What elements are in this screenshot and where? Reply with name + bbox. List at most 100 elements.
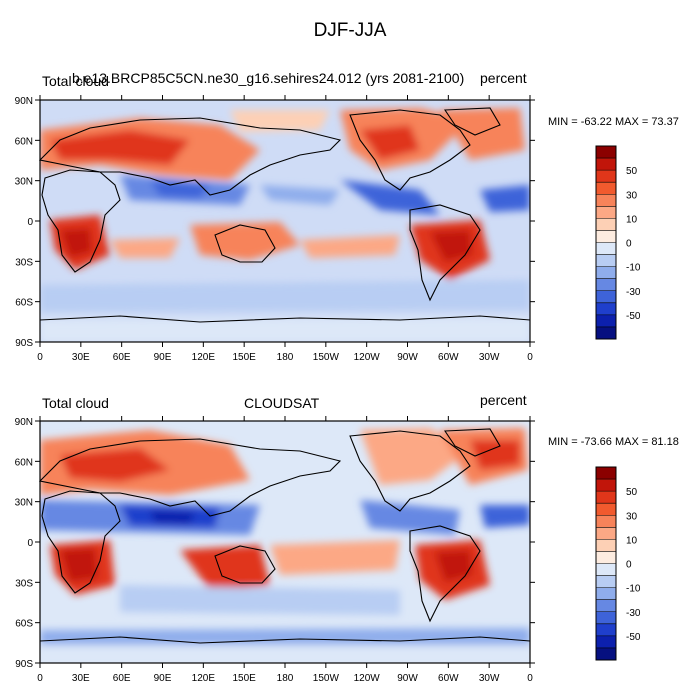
colorbar2-swatch xyxy=(596,551,616,564)
panel2-stats: MIN = -73.66 MAX = 81.18 xyxy=(548,436,679,448)
colorbar2-swatch xyxy=(596,527,616,540)
colorbar2-label: 0 xyxy=(626,560,632,571)
panel1-x-tick-label: 90E xyxy=(154,352,172,363)
panel1-x-tick-label: 150W xyxy=(313,352,340,363)
panel2-x-tick-label: 60E xyxy=(113,673,131,684)
colorbar2-swatch xyxy=(596,479,616,492)
panel2-x-tick-label: 30E xyxy=(72,673,90,684)
panel2-y-tick-label: 60S xyxy=(15,619,33,630)
colorbar1-swatch xyxy=(596,242,616,255)
colorbar2-frame xyxy=(595,466,617,661)
axes-layer: 0 30E 60E 90E 120E 150E 180 150W 120W 90W 60W 30W 09… xyxy=(15,95,535,684)
colorbar2-swatch xyxy=(596,647,616,661)
panel1-y-tick-label: 90S xyxy=(15,338,33,349)
colorbar-layer: 50 30 10 0 -10 -30 -50 50 30 10 0 -10 -30 -50 xyxy=(595,145,641,661)
panel1-y-tick-label: 60N xyxy=(15,136,33,147)
coastlines-panel1 xyxy=(38,107,531,323)
colorbar1-frame xyxy=(595,145,617,340)
panel1-x-tick-label: 30W xyxy=(479,352,500,363)
panel1-map xyxy=(40,100,530,342)
colorbar2-label: 50 xyxy=(626,487,638,498)
panel2-x-tick-label: 90W xyxy=(397,673,418,684)
colorbar2-swatch xyxy=(596,635,616,649)
colorbar2-swatch xyxy=(596,467,616,480)
colorbar1-swatch xyxy=(596,158,616,171)
panel2-y-tick-label: 60N xyxy=(15,457,33,468)
colorbar1-swatch xyxy=(596,254,616,267)
colorbar2-swatch xyxy=(596,623,616,637)
panel1-x-tick-label: 60E xyxy=(113,352,131,363)
colorbar2-label: -10 xyxy=(626,584,641,595)
panel1-x-tick-label: 180 xyxy=(277,352,294,363)
panel2-x-tick-label: 0 xyxy=(527,673,533,684)
colorbar1-label: -50 xyxy=(626,311,641,322)
colorbar1-swatch xyxy=(596,278,616,292)
colorbar2-swatch xyxy=(596,599,616,613)
panel2-center-label: CLOUDSAT xyxy=(244,395,320,411)
panel2-x-tick-label: 120W xyxy=(354,673,381,684)
panel2-x-tick-label: 150W xyxy=(313,673,340,684)
panel1-stats: MIN = -63.22 MAX = 73.37 xyxy=(548,116,679,128)
panel1-x-tick-label: 120W xyxy=(354,352,381,363)
panel2-x-tick-label: 0 xyxy=(37,673,43,684)
colorbar2-label: 10 xyxy=(626,535,638,546)
colorbar1-label: 10 xyxy=(626,214,638,225)
colorbar2-swatch xyxy=(596,563,616,576)
colorbar2-swatch xyxy=(596,539,616,552)
colorbar2-swatch xyxy=(596,611,616,625)
panel2-y-tick-label: 90S xyxy=(15,659,33,670)
panel1-x-tick-label: 30E xyxy=(72,352,90,363)
panel2-y-tick-label: 0 xyxy=(27,538,33,549)
panel2-y-tick-label: 90N xyxy=(15,417,33,428)
colorbar1-swatch xyxy=(596,182,616,195)
panel2-map xyxy=(40,421,530,663)
colorbar2-swatch xyxy=(596,575,616,588)
panel1-x-tick-label: 0 xyxy=(527,352,533,363)
colorbar1-swatch xyxy=(596,146,616,159)
colorbar2-swatch xyxy=(596,587,616,600)
panel1-x-tick-label: 90W xyxy=(397,352,418,363)
panel2-y-tick-label: 30N xyxy=(15,498,33,509)
colorbar1-label: -10 xyxy=(626,263,641,274)
panel1-y-tick-label: 90N xyxy=(15,96,33,107)
colorbar1-label: 50 xyxy=(626,166,638,177)
colorbar1-swatch xyxy=(596,266,616,279)
panel2-x-tick-label: 180 xyxy=(277,673,294,684)
panel1-x-tick-label: 0 xyxy=(37,352,43,363)
panel1-right-label: percent xyxy=(480,70,527,86)
colorbar1-swatch xyxy=(596,206,616,219)
colorbar1-label: 0 xyxy=(626,239,632,250)
panel1-x-tick-label: 60W xyxy=(438,352,459,363)
colorbar1-swatch xyxy=(596,314,616,328)
panel1-y-tick-label: 30N xyxy=(15,177,33,188)
panel2-x-tick-label: 150E xyxy=(232,673,256,684)
panel2-left-label: Total cloud xyxy=(42,395,109,411)
colorbar2-label: -30 xyxy=(626,608,641,619)
colorbar1-swatch xyxy=(596,218,616,231)
colorbar2-swatch xyxy=(596,515,616,528)
panel2-x-tick-label: 30W xyxy=(479,673,500,684)
figure-title: DJF-JJA xyxy=(313,20,387,41)
panel1-x-tick-label: 150E xyxy=(232,352,256,363)
colorbar2-swatch xyxy=(596,491,616,504)
panel1-y-tick-label: 0 xyxy=(27,217,33,228)
panel2-x-tick-label: 120E xyxy=(192,673,216,684)
colorbar1-swatch xyxy=(596,290,616,304)
colorbar1-swatch xyxy=(596,170,616,183)
colorbar2-label: -50 xyxy=(626,632,641,643)
panel2-y-tick-label: 30S xyxy=(15,578,33,589)
panel1-x-tick-label: 120E xyxy=(192,352,216,363)
colorbar1-label: -30 xyxy=(626,287,641,298)
panel1-y-tick-label: 30S xyxy=(15,257,33,268)
colorbar1-swatch xyxy=(596,326,616,340)
colorbar1-swatch xyxy=(596,194,616,207)
colorbar2-label: 30 xyxy=(626,511,638,522)
panel2-x-tick-label: 60W xyxy=(438,673,459,684)
coastlines-panel2 xyxy=(38,428,531,644)
panel1-y-tick-label: 60S xyxy=(15,298,33,309)
panel2-x-tick-label: 90E xyxy=(154,673,172,684)
colorbar1-swatch xyxy=(596,230,616,243)
colorbar1-swatch xyxy=(596,302,616,316)
panel1-left-label: Total cloud xyxy=(42,73,109,89)
